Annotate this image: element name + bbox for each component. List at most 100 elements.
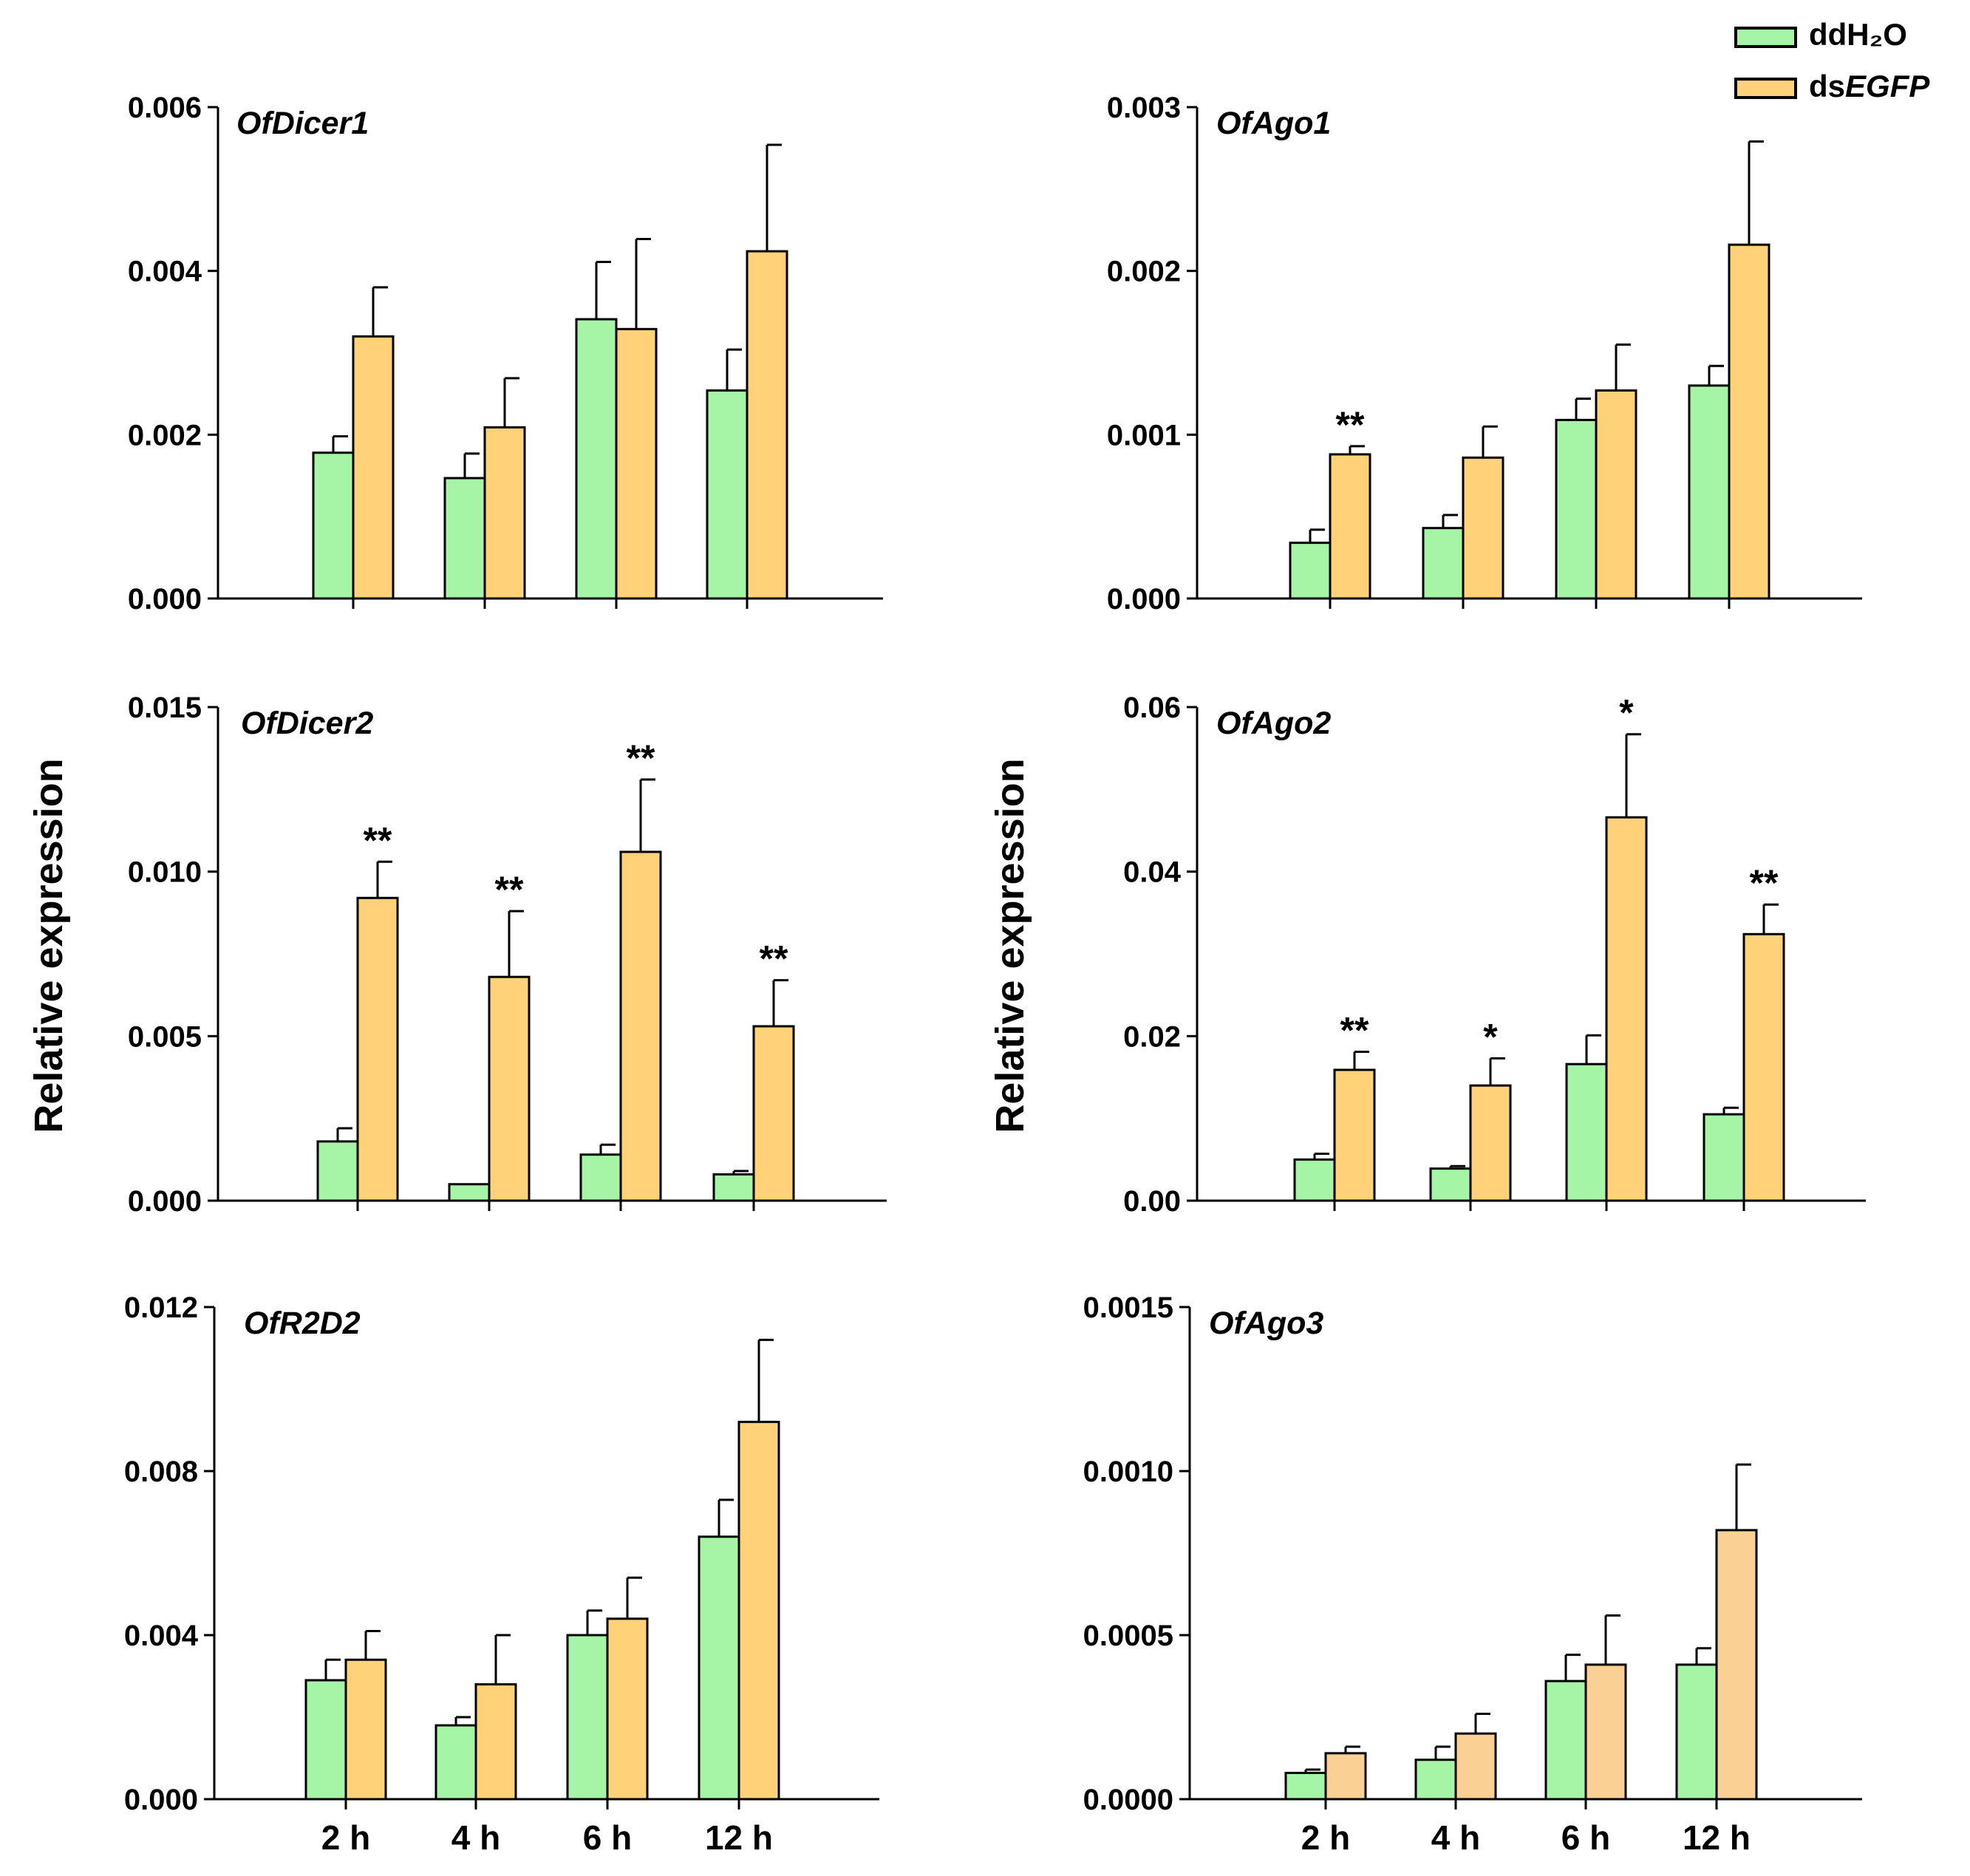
y-tick-label-ofago2: 0.06 xyxy=(1123,692,1181,724)
bar-ddh2o-ofago1 xyxy=(1688,384,1731,600)
y-tick-label-ofdicer2: 0.000 xyxy=(128,1185,202,1218)
y-tick-label-ofdicer2: 0.005 xyxy=(128,1020,202,1053)
significance-label-ofdicer2: ** xyxy=(364,819,392,861)
bar-dsegfp-ofago3 xyxy=(1454,1732,1497,1801)
significance-label-ofdicer2: ** xyxy=(627,737,655,779)
legend-label-dsegfp-gene: EGFP xyxy=(1845,69,1930,103)
panel-ofr2d2: OfR2D2 0.000 0.004 0.008 0.012 2 h 4 h 6 h 12 h xyxy=(124,1292,879,1857)
bar-dsegfp-ofago2 xyxy=(1742,932,1785,1202)
legend: ddH₂O dsEGFP xyxy=(1734,17,1930,103)
bar-dsegfp-ofago1 xyxy=(1329,453,1371,600)
y-tick-label-ofago3: 0.0010 xyxy=(1083,1456,1173,1488)
bar-dsegfp-ofr2d2 xyxy=(474,1683,517,1801)
y-tick-label-ofago2: 0.02 xyxy=(1123,1020,1181,1053)
y-tick-label-ofr2d2: 0.008 xyxy=(124,1456,198,1488)
bar-ddh2o-ofago3 xyxy=(1284,1771,1327,1801)
bar-ddh2o-ofago3 xyxy=(1544,1679,1587,1801)
y-tick-label-ofdicer1: 0.006 xyxy=(128,92,202,124)
bar-dsegfp-ofago1 xyxy=(1595,389,1637,600)
significance-label-ofago2: * xyxy=(1483,1016,1498,1057)
x-tick-label-ofago3: 2 h xyxy=(1301,1818,1350,1857)
y-tick-label-ofdicer1: 0.000 xyxy=(128,583,202,615)
legend-entry-dsegfp: dsEGFP xyxy=(1734,69,1930,103)
y-tick-label-ofago1: 0.001 xyxy=(1107,419,1181,451)
y-axis-label-right: Relative expression xyxy=(988,758,1032,1133)
bar-dsegfp-ofr2d2 xyxy=(344,1658,387,1801)
panel-ofago1: OfAgo1 0.000 0.001 0.002 0.003 ** xyxy=(1107,92,1862,615)
bar-dsegfp-ofr2d2 xyxy=(606,1617,649,1801)
bar-dsegfp-ofdicer2 xyxy=(356,896,399,1202)
bar-dsegfp-ofdicer2 xyxy=(752,1025,795,1202)
panel-ofdicer2: OfDicer2 0.000 0.005 0.010 0.015 ** ** ** ** xyxy=(128,692,887,1218)
y-tick-label-ofago1: 0.002 xyxy=(1107,256,1181,288)
bar-dsegfp-ofdicer1 xyxy=(746,250,788,600)
bar-ddh2o-ofr2d2 xyxy=(434,1724,477,1801)
x-tick-label-ofr2d2: 12 h xyxy=(705,1818,773,1857)
bar-ddh2o-ofdicer1 xyxy=(706,389,749,600)
panel-ofdicer1: OfDicer1 0.000 0.002 0.004 0.006 xyxy=(128,92,883,615)
panel-title-ofago3: OfAgo3 xyxy=(1209,1306,1323,1341)
bar-ddh2o-ofdicer2 xyxy=(712,1173,755,1202)
y-tick-label-ofago3: 0.0000 xyxy=(1083,1784,1173,1816)
bar-ddh2o-ofago1 xyxy=(1289,542,1332,600)
y-tick-label-ofago1: 0.000 xyxy=(1107,583,1181,615)
y-tick-label-ofr2d2: 0.004 xyxy=(124,1620,199,1652)
panel-title-ofago2: OfAgo2 xyxy=(1216,706,1331,741)
significance-label-ofago2: * xyxy=(1619,692,1634,734)
bar-dsegfp-ofdicer1 xyxy=(615,327,658,600)
bar-dsegfp-ofdicer1 xyxy=(352,335,395,600)
bar-dsegfp-ofago2 xyxy=(1333,1068,1376,1202)
bar-ddh2o-ofr2d2 xyxy=(304,1679,347,1801)
bar-ddh2o-ofago3 xyxy=(1414,1759,1457,1801)
legend-label-dsegfp: dsEGFP xyxy=(1809,69,1930,103)
bar-ddh2o-ofago2 xyxy=(1703,1113,1745,1202)
bar-dsegfp-ofago1 xyxy=(1462,456,1504,600)
x-tick-label-ofr2d2: 2 h xyxy=(321,1818,370,1857)
panel-ofago3: OfAgo3 0.0000 0.0005 0.0010 0.0015 2 h 4 h 6 h… xyxy=(1083,1292,1862,1857)
bar-ddh2o-ofdicer2 xyxy=(579,1153,622,1202)
legend-entry-ddh2o: ddH₂O xyxy=(1734,17,1907,52)
significance-label-ofdicer2: ** xyxy=(495,869,524,910)
significance-label-ofago2: ** xyxy=(1340,1009,1369,1051)
bar-ddh2o-ofago2 xyxy=(1565,1063,1608,1202)
legend-swatch-dsegfp xyxy=(1734,78,1797,99)
y-axis-label-left: Relative expression xyxy=(27,758,71,1133)
panel-title-ofdicer2: OfDicer2 xyxy=(241,706,373,741)
y-tick-label-ofago3: 0.0005 xyxy=(1083,1620,1173,1652)
panel-title-ofr2d2: OfR2D2 xyxy=(244,1306,361,1341)
y-tick-label-ofr2d2: 0.000 xyxy=(124,1784,198,1816)
panel-title-ofdicer1: OfDicer1 xyxy=(236,106,369,141)
significance-label-ofago1: ** xyxy=(1336,404,1365,446)
bar-dsegfp-ofago2 xyxy=(1605,816,1648,1202)
bar-ddh2o-ofdicer2 xyxy=(316,1140,359,1202)
bar-ddh2o-ofdicer1 xyxy=(312,451,355,600)
bar-ddh2o-ofdicer2 xyxy=(448,1183,491,1202)
legend-label-ddh2o: ddH₂O xyxy=(1809,17,1907,52)
significance-label-ofago2: ** xyxy=(1750,862,1779,904)
bar-ddh2o-ofago1 xyxy=(1422,527,1465,600)
bar-dsegfp-ofr2d2 xyxy=(737,1420,780,1801)
y-tick-label-ofdicer1: 0.002 xyxy=(128,419,202,451)
panel-ofago2: OfAgo2 0.000.020.040.06** **** xyxy=(1123,692,1866,1218)
bar-ddh2o-ofdicer1 xyxy=(443,477,486,600)
x-tick-label-ofr2d2: 6 h xyxy=(583,1818,632,1857)
bar-dsegfp-ofago3 xyxy=(1715,1529,1758,1801)
bar-ddh2o-ofdicer1 xyxy=(575,318,618,600)
bar-dsegfp-ofdicer1 xyxy=(483,426,526,600)
bar-dsegfp-ofdicer2 xyxy=(619,850,662,1202)
y-tick-label-ofr2d2: 0.012 xyxy=(124,1292,198,1324)
significance-label-ofdicer2: ** xyxy=(760,938,788,980)
x-tick-label-ofr2d2: 4 h xyxy=(451,1818,500,1857)
x-tick-label-ofago3: 6 h xyxy=(1561,1818,1610,1857)
bar-dsegfp-ofago3 xyxy=(1584,1663,1627,1801)
y-tick-label-ofago1: 0.003 xyxy=(1107,92,1181,124)
bar-ddh2o-ofr2d2 xyxy=(698,1535,740,1801)
bar-ddh2o-ofago3 xyxy=(1675,1663,1718,1801)
legend-label-dsegfp-prefix: ds xyxy=(1809,69,1845,103)
bar-dsegfp-ofdicer2 xyxy=(488,975,531,1202)
bar-ddh2o-ofago1 xyxy=(1555,418,1598,600)
bar-dsegfp-ofago3 xyxy=(1324,1752,1367,1801)
y-tick-label-ofago3: 0.0015 xyxy=(1083,1292,1173,1324)
y-tick-label-ofdicer2: 0.015 xyxy=(128,692,202,724)
